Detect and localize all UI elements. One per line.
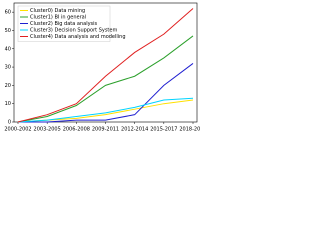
x-tick-label: 2018-2020 xyxy=(179,127,200,133)
y-tick-label: 30 xyxy=(5,65,11,71)
y-tick-label: 50 xyxy=(5,28,11,34)
x-tick-label: 2000-2002 xyxy=(4,127,31,133)
series-line xyxy=(17,8,194,123)
series-line xyxy=(17,35,194,123)
y-tick-label: 0 xyxy=(8,120,11,126)
legend-label: Cluster2) Big data analysis xyxy=(30,21,98,27)
series-line xyxy=(17,97,194,123)
x-tick-label: 2009-2011 xyxy=(92,127,119,133)
legend-label: Cluster1) BI in general xyxy=(30,15,86,21)
x-tick-label: 2006-2008 xyxy=(63,127,90,133)
x-tick-label: 2012-2014 xyxy=(121,127,148,133)
y-tick-label: 10 xyxy=(5,101,11,107)
chart: 0 10 20 30 40 50 60 2000-2002 2003-2005 2006-2008… xyxy=(4,2,207,133)
x-tick-label: 2003-2005 xyxy=(34,127,61,133)
y-tick-label: 40 xyxy=(5,46,11,52)
legend-label: Cluster3) Decision Support System xyxy=(30,28,117,34)
series-line xyxy=(17,99,194,123)
legend-label: Cluster4) Data analysis and modelling xyxy=(30,34,126,40)
x-tick-label: 2015-2017 xyxy=(150,127,177,133)
y-tick-label: 20 xyxy=(5,83,11,89)
legend-box xyxy=(17,5,111,42)
y-tick-label: 60 xyxy=(5,10,11,16)
series-line xyxy=(18,63,194,123)
legend-label: Cluster0) Data mining xyxy=(30,8,85,14)
